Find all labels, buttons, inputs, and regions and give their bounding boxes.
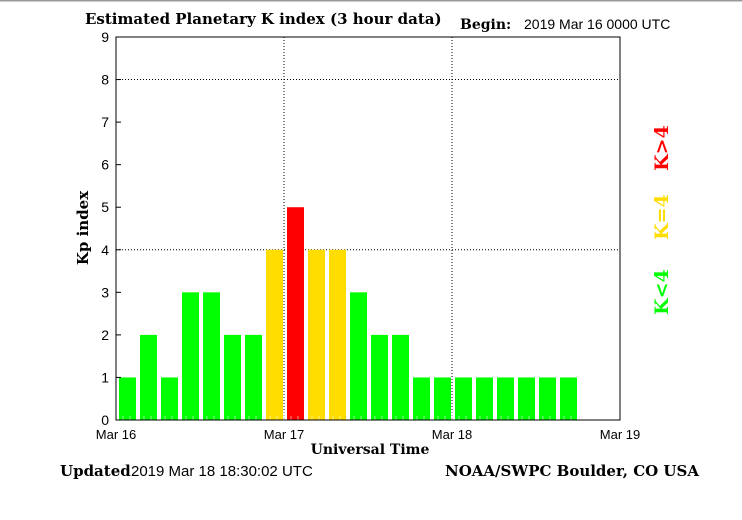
bar bbox=[560, 377, 577, 420]
bar bbox=[497, 377, 514, 420]
bar bbox=[539, 377, 556, 420]
bar bbox=[308, 249, 325, 420]
bar bbox=[371, 334, 388, 420]
y-tick-label: 6 bbox=[101, 157, 109, 173]
x-tick-label: Mar 16 bbox=[96, 427, 136, 442]
begin-value: 2019 Mar 16 0000 UTC bbox=[524, 16, 670, 32]
grid bbox=[116, 37, 620, 420]
y-axis-label: Kp index bbox=[74, 190, 92, 265]
bar bbox=[140, 334, 157, 420]
bar bbox=[518, 377, 535, 420]
bars bbox=[119, 207, 614, 420]
y-tick-label: 1 bbox=[101, 369, 109, 385]
bar bbox=[161, 377, 178, 420]
y-tick-label: 2 bbox=[101, 327, 109, 343]
x-axis: Mar 16 Mar 17 Mar 18 Mar 19 bbox=[96, 427, 640, 442]
bar bbox=[392, 334, 409, 420]
x-tick-label: Mar 17 bbox=[264, 427, 304, 442]
legend-k-equal-4: K=4 bbox=[651, 194, 673, 240]
bar bbox=[224, 334, 241, 420]
legend-k-less-4: K<4 bbox=[651, 269, 673, 315]
y-tick-label: 4 bbox=[101, 242, 109, 258]
bar bbox=[476, 377, 493, 420]
y-tick-label: 0 bbox=[101, 412, 109, 428]
updated-value: 2019 Mar 18 18:30:02 UTC bbox=[131, 463, 313, 480]
legend-k-greater-4: K>4 bbox=[651, 125, 673, 171]
chart-title: Estimated Planetary K index (3 hour data… bbox=[85, 10, 442, 28]
y-axis: 0 1 2 3 4 5 6 7 8 9 bbox=[101, 29, 121, 428]
bar bbox=[350, 292, 367, 420]
bar bbox=[329, 249, 346, 420]
begin-label: Begin: bbox=[460, 17, 511, 33]
x-tick-label: Mar 18 bbox=[432, 427, 472, 442]
y-tick-label: 8 bbox=[101, 72, 109, 88]
credit: NOAA/SWPC Boulder, CO USA bbox=[445, 462, 699, 480]
y-tick-label: 5 bbox=[101, 199, 109, 215]
bar bbox=[434, 377, 451, 420]
updated-label: Updated bbox=[60, 462, 131, 480]
bar bbox=[287, 207, 304, 420]
y-tick-label: 7 bbox=[101, 114, 109, 130]
bar bbox=[182, 292, 199, 420]
x-axis-label: Universal Time bbox=[311, 442, 430, 458]
x-tick-label: Mar 19 bbox=[600, 427, 640, 442]
y-tick-label: 9 bbox=[101, 29, 109, 45]
y-tick-label: 3 bbox=[101, 284, 109, 300]
bar bbox=[119, 377, 136, 420]
plot-frame bbox=[115, 36, 621, 421]
bar bbox=[455, 377, 472, 420]
bar bbox=[266, 249, 283, 420]
bar bbox=[245, 334, 262, 420]
bar bbox=[203, 292, 220, 420]
bar bbox=[413, 377, 430, 420]
